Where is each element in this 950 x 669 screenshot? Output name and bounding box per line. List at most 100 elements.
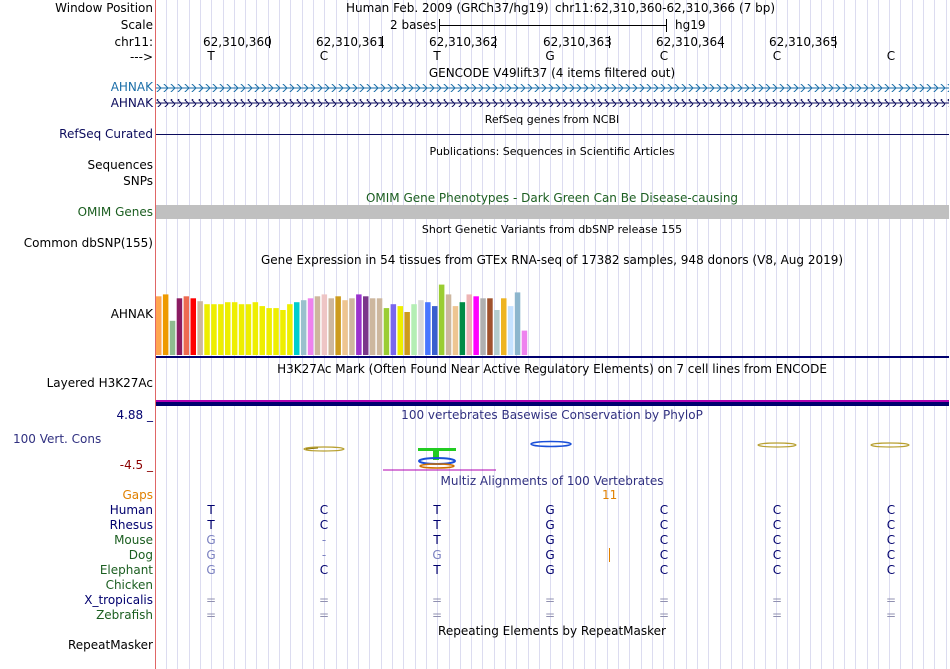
gtex-bar[interactable] bbox=[218, 304, 224, 355]
phylop-min-label: -4.5 _ bbox=[119, 458, 153, 472]
dbsnp-track-label[interactable]: Common dbSNP(155) bbox=[23, 236, 153, 250]
species-label-rhesus[interactable]: Rhesus bbox=[109, 518, 153, 532]
grid-line bbox=[528, 0, 529, 669]
gtex-bar[interactable] bbox=[514, 292, 521, 355]
gtex-bar[interactable] bbox=[252, 302, 259, 355]
gtex-bar[interactable] bbox=[438, 284, 445, 355]
gtex-bar[interactable] bbox=[466, 294, 473, 355]
gtex-bar[interactable] bbox=[494, 310, 500, 355]
gtex-bar[interactable] bbox=[411, 304, 417, 355]
gtex-bar[interactable] bbox=[300, 300, 307, 355]
gtex-bar[interactable] bbox=[211, 304, 217, 355]
gtex-bar[interactable] bbox=[169, 320, 176, 355]
repeatmasker-track-label[interactable]: RepeatMasker bbox=[67, 638, 153, 652]
gtex-bar[interactable] bbox=[487, 298, 493, 355]
gtex-bar[interactable] bbox=[349, 298, 355, 355]
omim-track-title: OMIM Gene Phenotypes - Dark Green Can Be… bbox=[365, 191, 739, 205]
species-label-mouse[interactable]: Mouse bbox=[114, 533, 153, 547]
gtex-bar[interactable] bbox=[328, 298, 335, 355]
gtex-bar[interactable] bbox=[259, 306, 266, 355]
gtex-bar[interactable] bbox=[356, 294, 362, 355]
aligned-base: C bbox=[772, 518, 782, 532]
grid-line bbox=[629, 0, 630, 669]
grid-line bbox=[663, 0, 664, 669]
gtex-bar[interactable] bbox=[266, 308, 272, 355]
gtex-bar[interactable] bbox=[473, 296, 479, 355]
gtex-bar[interactable] bbox=[294, 302, 300, 355]
gtex-bar[interactable] bbox=[369, 298, 376, 355]
species-label-x-tropicalis[interactable]: X_tropicalis bbox=[84, 593, 153, 607]
sequences-track-label[interactable]: Sequences bbox=[87, 158, 153, 172]
omim-feature-bar[interactable] bbox=[156, 205, 949, 219]
snps-track-label[interactable]: SNPs bbox=[123, 174, 153, 188]
gtex-bar[interactable] bbox=[225, 302, 231, 355]
phylop-logo-mark bbox=[530, 440, 572, 448]
gtex-bar[interactable] bbox=[383, 308, 390, 355]
h3k27ac-track-label[interactable]: Layered H3K27Ac bbox=[46, 376, 153, 390]
h3k27ac-signal-base bbox=[156, 402, 949, 406]
gtex-bar[interactable] bbox=[190, 298, 197, 355]
phylop-track-label[interactable]: 100 Vert. Cons bbox=[13, 432, 102, 446]
gtex-bar[interactable] bbox=[342, 300, 348, 355]
ref-base: T bbox=[207, 49, 215, 63]
gtex-bar[interactable] bbox=[397, 306, 404, 355]
grid-line bbox=[799, 0, 800, 669]
aligned-base: T bbox=[433, 518, 441, 532]
gtex-bar[interactable] bbox=[314, 296, 321, 355]
gtex-bar[interactable] bbox=[507, 306, 514, 355]
grid-line bbox=[584, 0, 585, 669]
gtex-bar-chart[interactable] bbox=[156, 267, 536, 357]
species-label-chicken[interactable]: Chicken bbox=[105, 578, 153, 592]
gtex-bar[interactable] bbox=[480, 298, 486, 355]
gencode-gene-label[interactable]: AHNAK bbox=[110, 96, 153, 110]
gtex-bar[interactable] bbox=[418, 300, 424, 355]
gtex-bar[interactable] bbox=[432, 306, 438, 355]
grid-line bbox=[245, 0, 246, 669]
gtex-bar[interactable] bbox=[521, 330, 528, 355]
gtex-bar[interactable] bbox=[459, 302, 466, 355]
gtex-bar[interactable] bbox=[231, 302, 238, 355]
gtex-bar[interactable] bbox=[390, 304, 397, 355]
gtex-bar[interactable] bbox=[445, 294, 452, 355]
scale-bar-left-tick bbox=[439, 19, 440, 32]
gtex-bar[interactable] bbox=[376, 298, 383, 355]
gtex-bar[interactable] bbox=[452, 306, 459, 355]
refseq-track-label[interactable]: RefSeq Curated bbox=[59, 127, 153, 141]
gtex-bar[interactable] bbox=[204, 304, 210, 355]
species-label-elephant[interactable]: Elephant bbox=[99, 563, 153, 577]
gtex-bar[interactable] bbox=[335, 296, 341, 355]
grid-line bbox=[607, 0, 608, 669]
grid-line bbox=[923, 0, 924, 669]
gtex-bar[interactable] bbox=[404, 312, 410, 355]
gtex-bar[interactable] bbox=[501, 298, 507, 355]
gtex-bar[interactable] bbox=[273, 308, 279, 355]
gtex-bar[interactable] bbox=[176, 298, 183, 355]
h3k27ac-signal-line[interactable] bbox=[156, 400, 949, 402]
gencode-gene-features[interactable] bbox=[156, 80, 949, 110]
gtex-bar[interactable] bbox=[197, 301, 203, 355]
aligned-base: = bbox=[544, 593, 556, 607]
gtex-bar[interactable] bbox=[280, 310, 286, 355]
strand-label: ---> bbox=[129, 50, 153, 64]
gtex-gene-label[interactable]: AHNAK bbox=[110, 307, 153, 321]
gaps-track-label[interactable]: Gaps bbox=[122, 488, 153, 502]
gtex-bar[interactable] bbox=[156, 296, 162, 355]
aligned-base: = bbox=[318, 608, 330, 622]
gtex-bar[interactable] bbox=[363, 296, 369, 355]
gtex-bar[interactable] bbox=[245, 304, 252, 355]
gtex-bar[interactable] bbox=[162, 294, 169, 355]
phylop-logo-area[interactable] bbox=[156, 425, 949, 475]
gtex-bar[interactable] bbox=[238, 304, 245, 355]
species-label-dog[interactable]: Dog bbox=[128, 548, 153, 562]
gtex-bar[interactable] bbox=[425, 302, 431, 355]
gtex-bar[interactable] bbox=[287, 304, 293, 355]
aligned-base: = bbox=[544, 608, 556, 622]
gtex-bar[interactable] bbox=[183, 296, 190, 355]
omim-track-label[interactable]: OMIM Genes bbox=[77, 205, 153, 219]
gtex-bar[interactable] bbox=[321, 294, 328, 355]
gencode-gene-label[interactable]: AHNAK bbox=[110, 80, 153, 94]
gtex-bar[interactable] bbox=[307, 298, 314, 355]
species-label-zebrafish[interactable]: Zebrafish bbox=[96, 608, 153, 622]
refseq-gene-line[interactable] bbox=[156, 134, 949, 135]
species-label-human[interactable]: Human bbox=[109, 503, 153, 517]
